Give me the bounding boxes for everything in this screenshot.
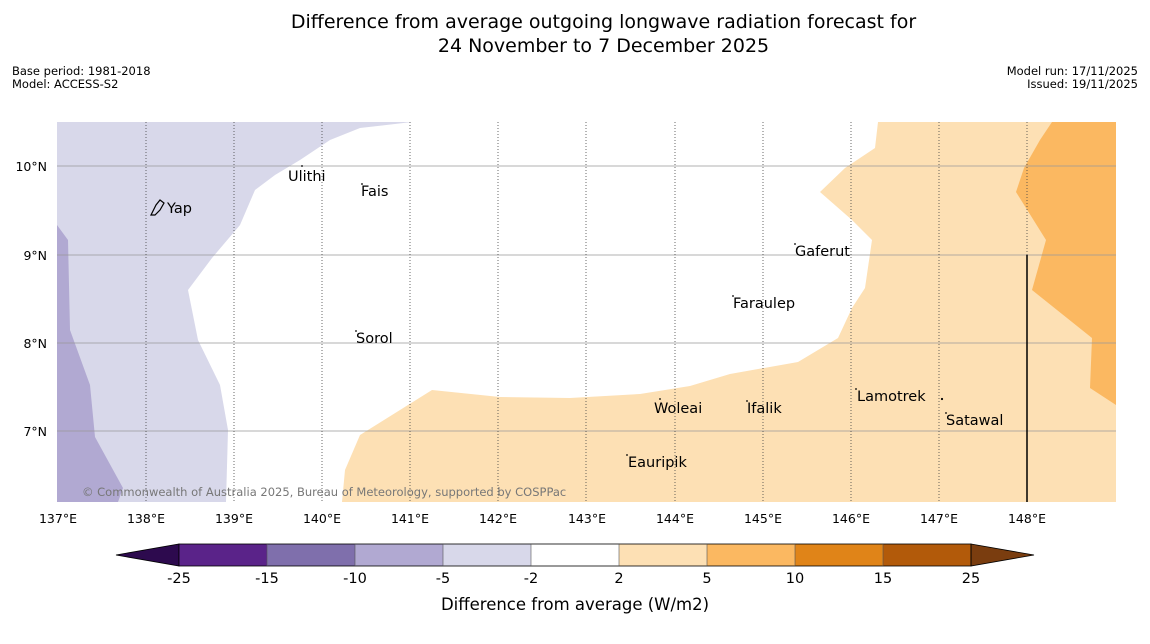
title-line-1: Difference from average outgoing longwav… — [290, 11, 917, 33]
lon-label-140e: 140°E — [303, 511, 341, 526]
fais-dot — [361, 183, 363, 185]
copyright-text: © Commonwealth of Australia 2025, Bureau… — [82, 485, 566, 499]
lat-label-10n: 10°N — [15, 159, 47, 174]
lamotrek-dot — [855, 388, 857, 390]
colorbar-swatch-6 — [619, 544, 707, 566]
region-light-orange — [342, 122, 1116, 502]
lon-label-139e: 139°E — [215, 511, 253, 526]
meta-left: Base period: 1981-2018 Model: ACCESS-S2 — [12, 65, 151, 91]
satawal-dot — [945, 412, 947, 414]
colorbar-tick-6: 2 — [614, 571, 623, 587]
place-label-yap: Yap — [166, 201, 192, 217]
colorbar-label: Difference from average (W/m2) — [441, 595, 709, 614]
lon-label-138e: 138°E — [127, 511, 165, 526]
woleai-dot — [659, 398, 661, 400]
colorbar-swatch-7 — [707, 544, 795, 566]
lat-label-9n: 9°N — [23, 248, 47, 263]
place-label-sorol: Sorol — [356, 331, 393, 347]
colorbar-swatch-2 — [267, 544, 355, 566]
meta-right: Model run: 17/11/2025 Issued: 19/11/2025 — [870, 65, 1138, 91]
colorbar-tick-8: 10 — [786, 571, 804, 587]
place-label-ulithi: Ulithi — [288, 169, 326, 185]
title-line-2: 24 November to 7 December 2025 — [437, 35, 770, 57]
place-label-woleai: Woleai — [654, 401, 702, 417]
place-label-lamotrek: Lamotrek — [857, 389, 926, 405]
lat-labels: 10°N 9°N 8°N 7°N — [15, 159, 47, 439]
lon-label-142e: 142°E — [479, 511, 517, 526]
lon-label-146e: 146°E — [832, 511, 870, 526]
place-label-fais: Fais — [361, 184, 388, 200]
lon-label-143e: 143°E — [568, 511, 606, 526]
colorbar-swatch-8 — [795, 544, 883, 566]
place-label-faraulep: Faraulep — [733, 296, 795, 312]
gaferut-dot — [794, 243, 796, 245]
lon-labels: 137°E 138°E 139°E 140°E 141°E 142°E 143°… — [39, 511, 1046, 526]
eauripik-dot — [626, 454, 628, 456]
lon-label-137e: 137°E — [39, 511, 77, 526]
islands — [150, 165, 947, 456]
chart-title: Difference from average outgoing longwav… — [0, 10, 1150, 58]
lon-label-141e: 141°E — [391, 511, 429, 526]
model-run: Model run: 17/11/2025 — [1006, 64, 1138, 78]
colorbar-tick-9: 15 — [874, 571, 892, 587]
colorbar-tick-1: -25 — [167, 571, 191, 587]
gridlines — [57, 122, 1116, 502]
place-labels: Yap Ulithi Fais Gaferut Faraulep Sorol L… — [166, 169, 1003, 471]
ifalik-dot — [746, 400, 748, 402]
region-mid-purple-west — [57, 225, 123, 502]
lon-label-148e: 148°E — [1008, 511, 1046, 526]
yap-island-shape — [150, 199, 165, 216]
colorbar-outline — [178, 543, 972, 567]
lat-label-7n: 7°N — [23, 424, 47, 439]
colorbar-swatch-3 — [355, 544, 443, 566]
colorbar-under-arrow — [115, 543, 180, 567]
lon-label-147e: 147°E — [920, 511, 958, 526]
place-label-eauripik: Eauripik — [628, 455, 687, 471]
colorbar-tick-2: -15 — [255, 571, 279, 587]
small-island-dot — [940, 397, 944, 401]
colorbar-swatch-1 — [179, 544, 267, 566]
colorbar-swatch-9 — [883, 544, 971, 566]
colorbar-swatch-5 — [531, 544, 619, 566]
issued-date: Issued: 19/11/2025 — [1027, 77, 1138, 91]
colorbar-tick-4: -5 — [436, 571, 450, 587]
colorbar-swatch-4 — [443, 544, 531, 566]
lon-label-145e: 145°E — [744, 511, 782, 526]
ulithi-dot — [301, 165, 303, 167]
colorbar-over-arrow — [970, 543, 1035, 567]
map-panel: Yap Ulithi Fais Gaferut Faraulep Sorol L… — [57, 122, 1116, 502]
place-label-ifalik: Ifalik — [747, 401, 782, 417]
place-label-satawal: Satawal — [946, 413, 1003, 429]
colorbar-tick-10: 25 — [962, 571, 980, 587]
faraulep-dot — [732, 295, 734, 297]
colorbar-tick-7: 5 — [702, 571, 711, 587]
base-period: Base period: 1981-2018 — [12, 64, 151, 78]
lat-label-8n: 8°N — [23, 336, 47, 351]
place-label-gaferut: Gaferut — [795, 244, 850, 260]
sorol-dot — [355, 330, 357, 332]
colorbar: -25 -15 -10 -5 -2 2 5 10 15 25 Differenc… — [115, 543, 1035, 614]
region-orange-east — [1016, 122, 1116, 405]
lon-label-144e: 144°E — [656, 511, 694, 526]
colorbar-tick-5: -2 — [524, 571, 538, 587]
model-name: Model: ACCESS-S2 — [12, 77, 119, 91]
colorbar-tick-3: -10 — [343, 571, 367, 587]
